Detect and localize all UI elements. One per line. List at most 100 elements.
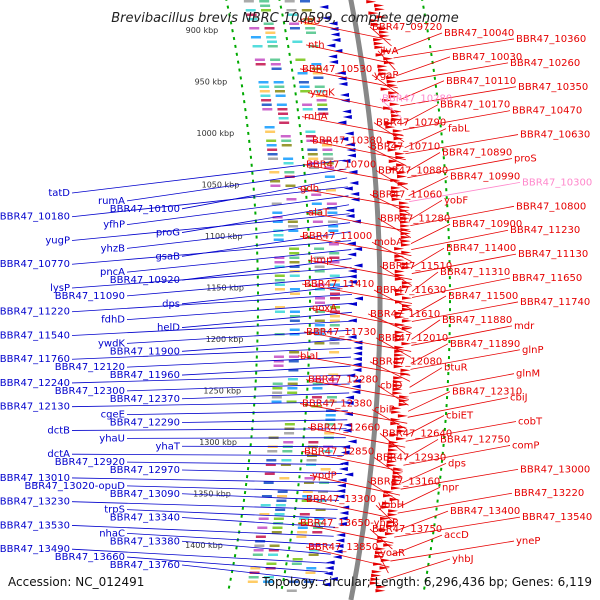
forward-gene bbox=[391, 478, 402, 483]
label-leader bbox=[404, 128, 447, 149]
gene-label: yhzB bbox=[101, 243, 126, 254]
reverse-gene bbox=[345, 214, 355, 218]
forward-gene bbox=[397, 425, 408, 429]
gene-label: mdr bbox=[514, 321, 535, 332]
gene-label: alaT bbox=[308, 207, 330, 218]
forward-gene bbox=[394, 345, 405, 350]
feature-block bbox=[329, 252, 340, 255]
reverse-gene bbox=[352, 368, 362, 372]
gene-label: BBR47_13340 bbox=[110, 513, 180, 524]
forward-gene bbox=[396, 171, 407, 175]
feature-block bbox=[259, 85, 270, 88]
reverse-gene bbox=[324, 566, 334, 570]
reverse-gene bbox=[347, 280, 357, 284]
label-leader bbox=[181, 392, 350, 400]
feature-block bbox=[298, 81, 309, 84]
label-leader bbox=[126, 168, 347, 202]
label-leader bbox=[411, 277, 511, 298]
forward-gene bbox=[393, 357, 404, 361]
feature-block bbox=[280, 463, 291, 466]
gene-label: BBR47_12380 bbox=[302, 399, 372, 410]
reverse-gene bbox=[338, 82, 348, 86]
feature-block bbox=[260, 94, 271, 97]
forward-gene bbox=[392, 129, 403, 133]
feature-block bbox=[258, 81, 269, 84]
kbp-tick-label: 1150 kbp bbox=[206, 284, 244, 293]
feature-block bbox=[272, 382, 283, 385]
label-leader bbox=[181, 564, 327, 582]
feature-block bbox=[274, 283, 285, 286]
feature-block bbox=[302, 495, 313, 498]
feature-block bbox=[323, 157, 334, 160]
feature-block bbox=[301, 9, 312, 12]
gene-label: dps bbox=[448, 458, 466, 469]
gene-label: BBR47_10710 bbox=[370, 142, 440, 153]
gene-label: BBR47_11740 bbox=[520, 297, 590, 308]
gene-label: glnM bbox=[516, 369, 540, 380]
reverse-gene bbox=[345, 395, 355, 400]
feature-block bbox=[289, 247, 300, 250]
feature-block bbox=[277, 490, 288, 493]
label-leader bbox=[411, 229, 509, 251]
feature-block bbox=[284, 0, 295, 3]
label-leader bbox=[181, 258, 352, 281]
reverse-gene bbox=[337, 120, 347, 125]
label-leader bbox=[393, 38, 515, 59]
forward-gene bbox=[399, 216, 410, 220]
gene-label: BBR47_13160 bbox=[370, 476, 440, 487]
feature-block bbox=[246, 13, 257, 16]
forward-gene bbox=[393, 364, 404, 369]
forward-gene bbox=[388, 444, 399, 448]
gene-label: proG bbox=[156, 228, 180, 239]
reverse-gene bbox=[326, 43, 336, 48]
feature-block bbox=[274, 90, 285, 93]
feature-block bbox=[329, 261, 340, 264]
label-leader bbox=[71, 159, 346, 194]
gene-label: cobT bbox=[518, 417, 543, 428]
forward-gene bbox=[396, 437, 407, 441]
gene-label: pncA bbox=[100, 267, 125, 278]
gene-label: BBR47_11730 bbox=[306, 327, 376, 338]
forward-gene bbox=[391, 197, 402, 201]
feature-block bbox=[321, 139, 332, 142]
label-leader bbox=[126, 249, 352, 273]
reverse-gene bbox=[347, 439, 357, 444]
forward-gene bbox=[386, 524, 397, 528]
reverse-gene bbox=[334, 544, 344, 548]
feature-block bbox=[324, 166, 335, 169]
feature-block bbox=[261, 99, 272, 102]
forward-gene bbox=[382, 49, 393, 53]
gene-label: ribU bbox=[300, 16, 321, 27]
gene-label: BBR47_10100 bbox=[110, 204, 180, 215]
feature-block bbox=[263, 481, 274, 484]
forward-gene bbox=[387, 513, 398, 517]
forward-gene bbox=[388, 95, 399, 99]
reverse-gene bbox=[339, 461, 349, 466]
feature-block bbox=[264, 472, 275, 475]
forward-gene bbox=[391, 486, 402, 490]
feature-block bbox=[281, 459, 292, 462]
feature-block bbox=[328, 225, 339, 228]
feature-block bbox=[326, 400, 337, 403]
forward-gene bbox=[391, 410, 402, 414]
forward-gene bbox=[394, 338, 405, 342]
kbp-tick-label: 1200 kbp bbox=[206, 335, 244, 344]
label-leader bbox=[410, 223, 451, 244]
label-leader bbox=[401, 462, 447, 484]
forward-gene bbox=[394, 323, 405, 327]
gene-label: BBR47_10630 bbox=[520, 130, 590, 141]
feature-block bbox=[315, 90, 326, 93]
forward-gene bbox=[400, 220, 411, 224]
gene-label: mobA bbox=[374, 237, 403, 248]
gene-label: BBR47_10030 bbox=[452, 52, 522, 63]
reverse-gene bbox=[352, 362, 362, 367]
feature-block bbox=[316, 99, 327, 102]
label-leader bbox=[402, 104, 439, 125]
gene-label: BBR47_12130 bbox=[0, 402, 70, 413]
label-leader bbox=[375, 170, 409, 191]
gene-label: BBR47_12310 bbox=[452, 387, 522, 398]
forward-gene bbox=[391, 193, 402, 198]
label-leader bbox=[305, 546, 390, 568]
label-leader bbox=[379, 98, 402, 119]
gene-label: BBR47_13650-yheB bbox=[300, 518, 399, 529]
